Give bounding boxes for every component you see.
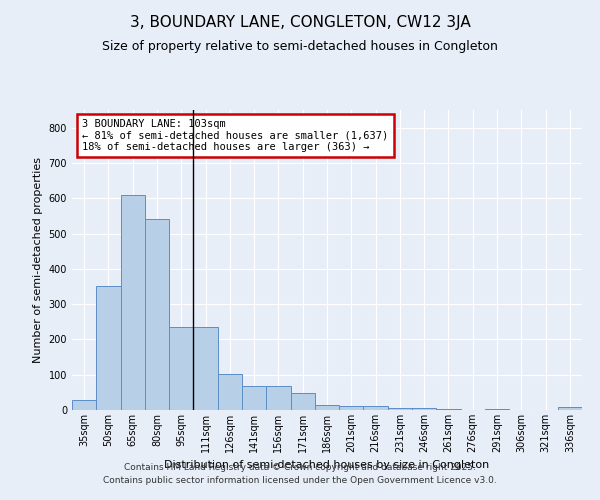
Bar — [242, 386, 266, 410]
Bar — [388, 408, 412, 410]
Bar — [218, 374, 242, 410]
Bar — [558, 407, 582, 410]
Text: 3, BOUNDARY LANE, CONGLETON, CW12 3JA: 3, BOUNDARY LANE, CONGLETON, CW12 3JA — [130, 15, 470, 30]
Bar — [169, 327, 193, 410]
Bar — [290, 393, 315, 410]
Bar — [364, 406, 388, 410]
Bar — [315, 404, 339, 410]
Bar — [436, 409, 461, 410]
Bar — [412, 408, 436, 410]
Bar — [266, 386, 290, 410]
Text: Size of property relative to semi-detached houses in Congleton: Size of property relative to semi-detach… — [102, 40, 498, 53]
Bar — [96, 286, 121, 410]
Bar — [145, 220, 169, 410]
Bar — [339, 406, 364, 410]
Y-axis label: Number of semi-detached properties: Number of semi-detached properties — [33, 157, 43, 363]
Bar — [121, 196, 145, 410]
Text: 3 BOUNDARY LANE: 103sqm
← 81% of semi-detached houses are smaller (1,637)
18% of: 3 BOUNDARY LANE: 103sqm ← 81% of semi-de… — [82, 119, 388, 152]
Text: Contains HM Land Registry data © Crown copyright and database right 2025.
Contai: Contains HM Land Registry data © Crown c… — [103, 464, 497, 485]
Bar — [72, 400, 96, 410]
X-axis label: Distribution of semi-detached houses by size in Congleton: Distribution of semi-detached houses by … — [164, 460, 490, 470]
Bar — [193, 327, 218, 410]
